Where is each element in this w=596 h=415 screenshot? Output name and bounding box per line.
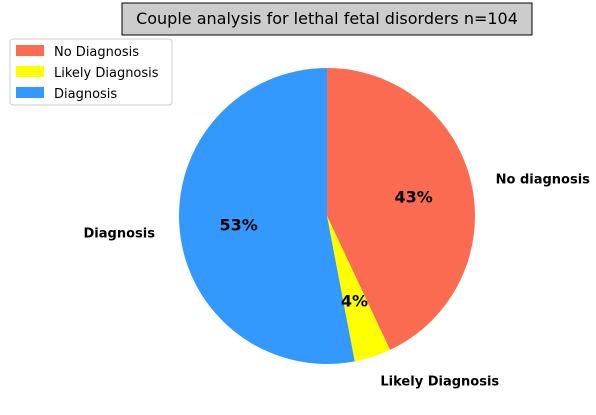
pie-slice-diagnosis bbox=[178, 68, 355, 364]
legend-swatch-no-diagnosis bbox=[16, 45, 44, 56]
legend: No Diagnosis Likely Diagnosis Diagnosis bbox=[9, 38, 173, 106]
outer-label-no-diagnosis: No diagnosis bbox=[496, 172, 591, 187]
legend-label-no-diagnosis: No Diagnosis bbox=[54, 45, 139, 60]
legend-swatch-likely-diagnosis bbox=[16, 66, 44, 77]
percent-label-diagnosis: 53% bbox=[219, 215, 257, 234]
chart-title: Couple analysis for lethal fetal disorde… bbox=[136, 9, 518, 28]
percent-label-likely-diagnosis: 4% bbox=[341, 291, 368, 310]
outer-label-likely-diagnosis: Likely Diagnosis bbox=[380, 374, 499, 389]
chart-title-box: Couple analysis for lethal fetal disorde… bbox=[121, 2, 533, 36]
slice-percent-labels: 43% 4% 53% bbox=[219, 188, 432, 311]
legend-swatch-diagnosis bbox=[16, 87, 44, 98]
slice-outer-labels: No diagnosis Likely Diagnosis Diagnosis bbox=[84, 172, 591, 389]
legend-label-likely-diagnosis: Likely Diagnosis bbox=[54, 66, 159, 81]
legend-label-diagnosis: Diagnosis bbox=[54, 87, 117, 102]
pie-slice-no-diagnosis bbox=[327, 68, 475, 350]
outer-label-diagnosis: Diagnosis bbox=[84, 226, 156, 241]
pie-slice-likely-diagnosis bbox=[327, 216, 391, 362]
legend-frame bbox=[9, 38, 173, 106]
percent-label-no-diagnosis: 43% bbox=[395, 188, 433, 207]
legend-items: No Diagnosis Likely Diagnosis Diagnosis bbox=[16, 45, 159, 102]
pie-slices bbox=[178, 68, 475, 364]
